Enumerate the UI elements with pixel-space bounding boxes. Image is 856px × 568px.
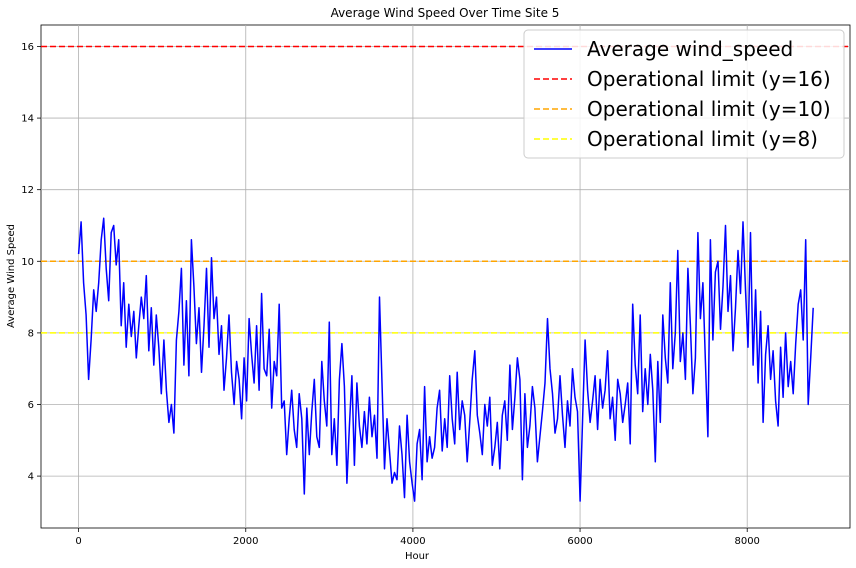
x-tick-label: 2000: [233, 536, 258, 547]
chart-title: Average Wind Speed Over Time Site 5: [331, 6, 560, 20]
legend-label: Operational limit (y=16): [587, 67, 831, 91]
y-tick-label: 10: [21, 257, 34, 268]
x-tick-label: 4000: [400, 536, 425, 547]
x-axis: 0 2000 4000 6000 8000: [75, 528, 760, 547]
y-tick-label: 14: [21, 114, 34, 125]
legend: Average wind_speed Operational limit (y=1…: [523, 29, 845, 159]
y-tick-label: 6: [28, 400, 34, 411]
legend-label: Average wind_speed: [587, 37, 793, 61]
grid: [41, 25, 850, 528]
x-tick-label: 8000: [734, 536, 759, 547]
y-tick-label: 16: [21, 42, 34, 53]
x-axis-label: Hour: [405, 551, 430, 562]
legend-label: Operational limit (y=10): [587, 97, 831, 121]
series-layer: [77, 217, 814, 502]
y-tick-label: 12: [21, 185, 34, 196]
legend-label: Operational limit (y=8): [587, 127, 818, 151]
x-tick-label: 0: [75, 536, 81, 547]
x-tick-label: 6000: [567, 536, 592, 547]
y-axis: 4 6 8 10 12 14 16: [21, 42, 41, 483]
y-tick-label: 8: [28, 328, 34, 339]
legend-box: [523, 29, 845, 159]
y-axis-label: Average Wind Speed: [6, 224, 17, 328]
series-line-average-wind-speed: [77, 217, 814, 502]
y-tick-label: 4: [28, 472, 34, 483]
